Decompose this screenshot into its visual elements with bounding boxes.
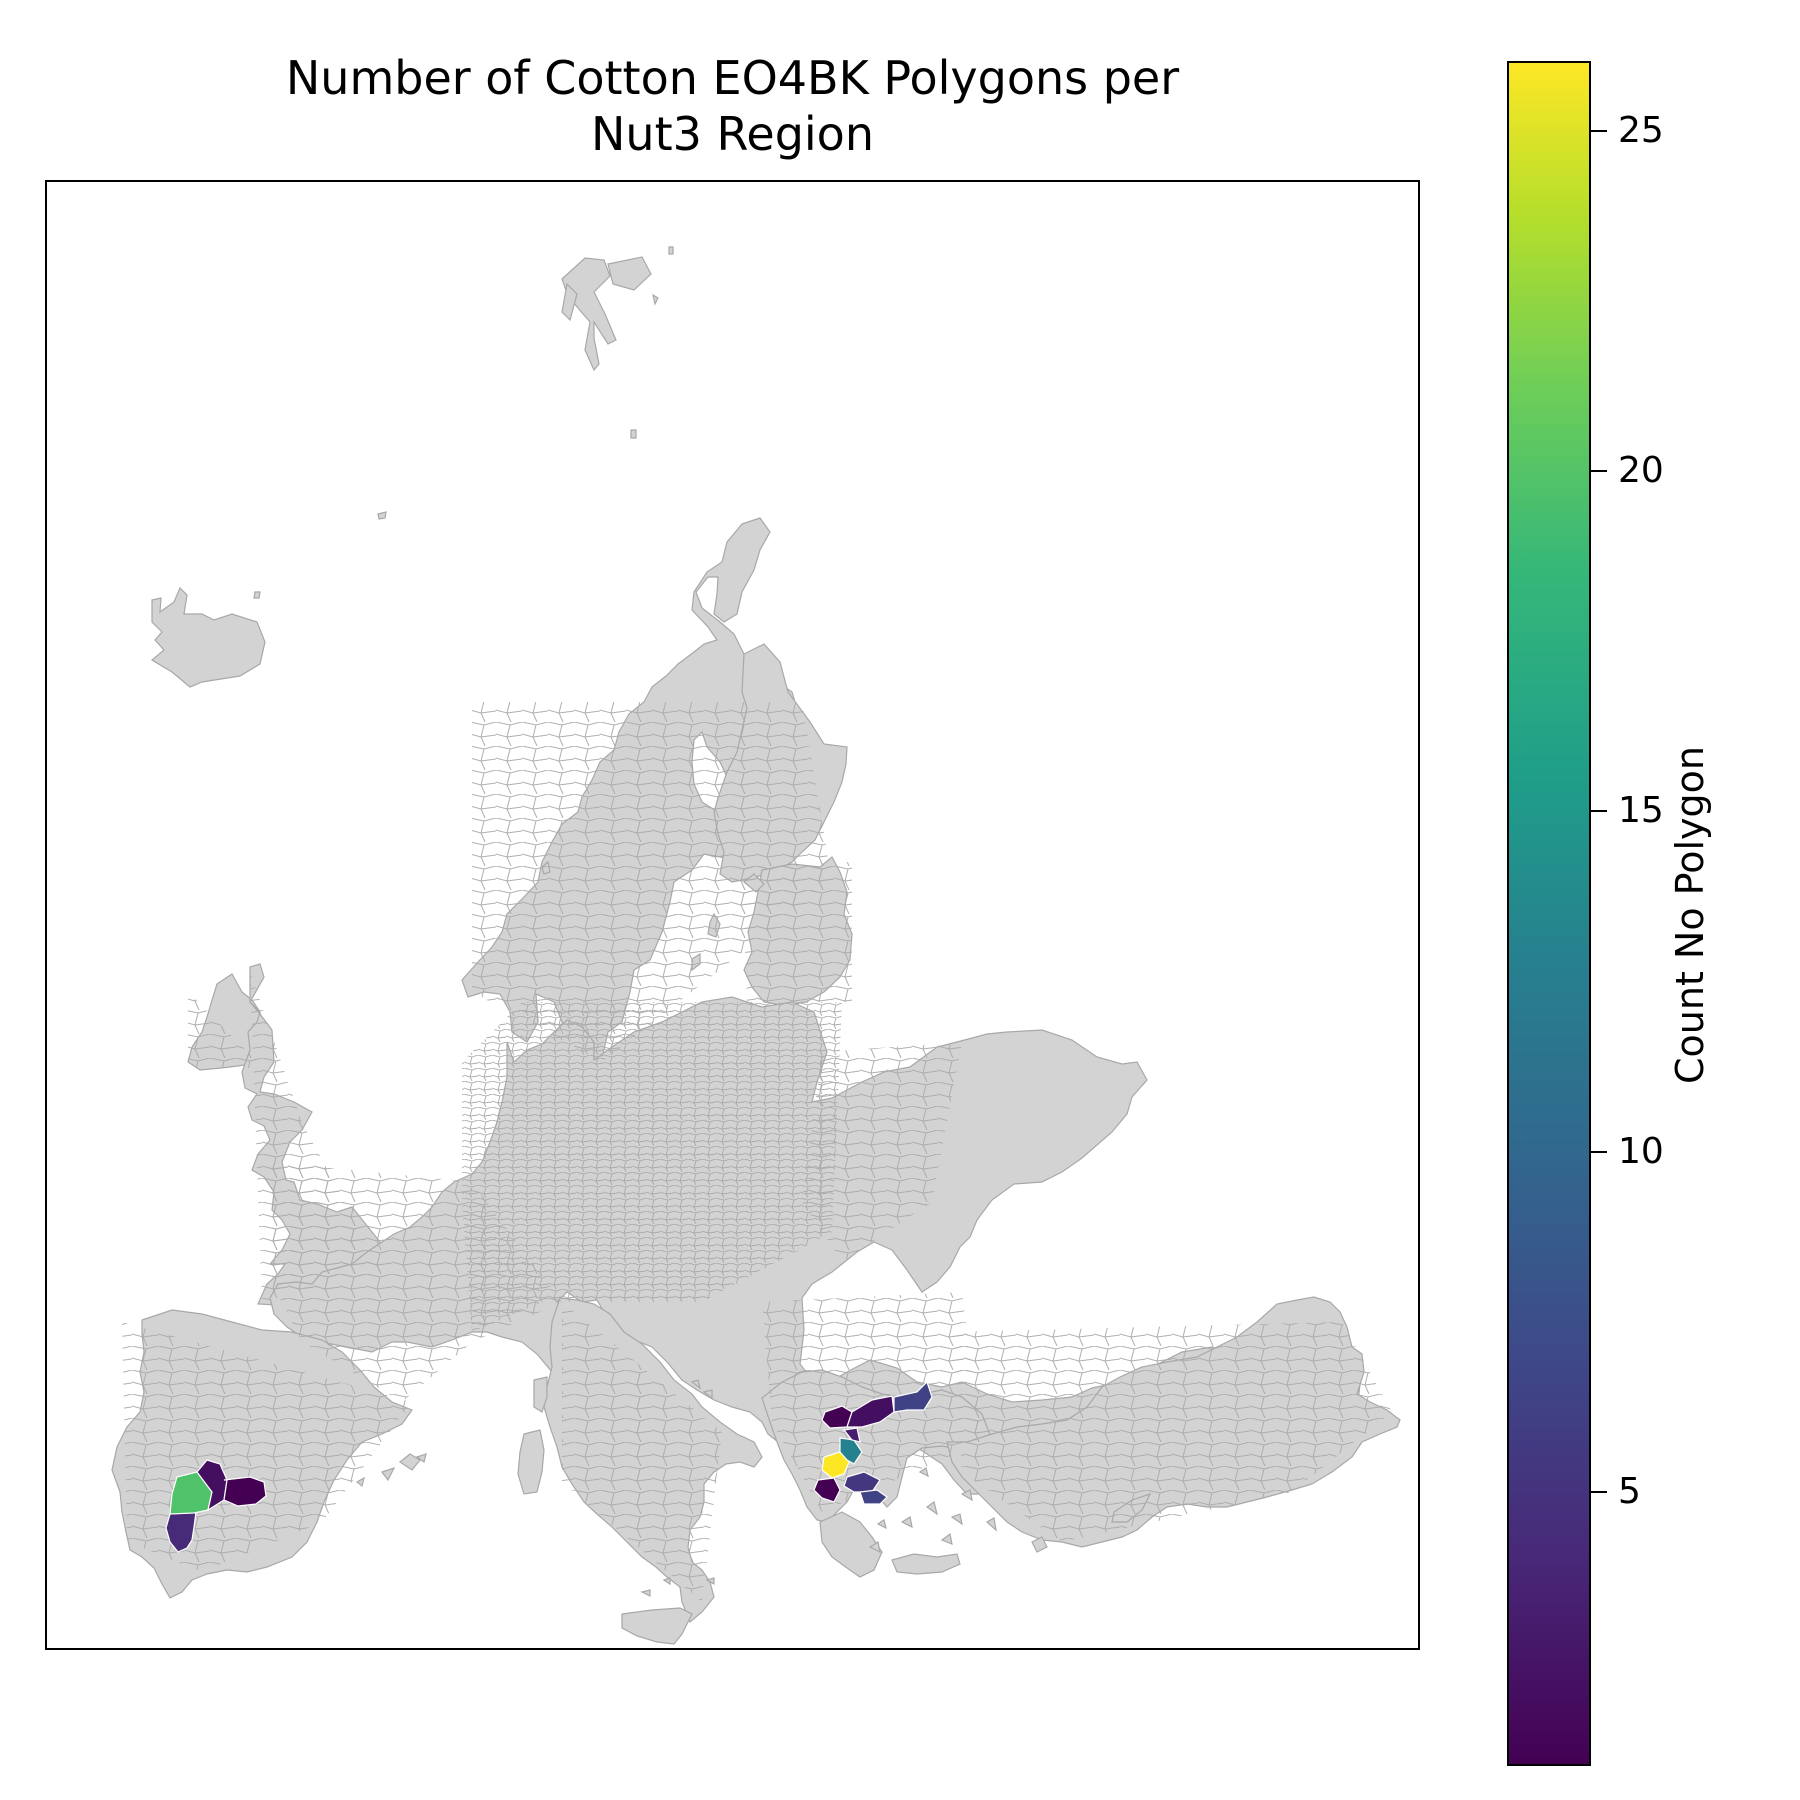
- colorbar-tick-label: 20: [1618, 450, 1664, 492]
- colorbar-tick-label: 15: [1618, 790, 1664, 832]
- colorbar-tick-mark: [1591, 1150, 1607, 1153]
- sicily-landmass: [621, 1607, 693, 1645]
- colorbar-tick-mark: [1591, 810, 1607, 813]
- region-karditsa: [842, 1427, 861, 1443]
- region-aitoloakarnania: [813, 1477, 841, 1503]
- sardinia-landmass: [517, 1429, 545, 1495]
- peloponnese-landmass: [819, 1511, 883, 1578]
- colorbar-tick-mark: [1591, 1490, 1607, 1493]
- region-macedonia-central: [846, 1395, 895, 1428]
- chart-title-line-2: Nut3 Region: [591, 107, 874, 161]
- highlighted-regions: [165, 1380, 933, 1553]
- svalbard-landmass: [377, 246, 674, 520]
- region-huelva: [165, 1511, 197, 1553]
- colorbar: [1507, 61, 1591, 1766]
- chart-title-line-1: Number of Cotton EO4BK Polygons per: [285, 51, 1180, 105]
- map-frame: [45, 180, 1420, 1650]
- region-boundaries: [122, 702, 1392, 1602]
- region-thrace: [893, 1380, 933, 1413]
- region-viotia: [859, 1489, 888, 1505]
- iceland-landmass: [150, 586, 266, 688]
- chart-title: Number of Cotton EO4BK Polygons per Nut3…: [45, 50, 1420, 162]
- corsica-landmass: [533, 1376, 548, 1413]
- colorbar-tick-label: 5: [1618, 1470, 1641, 1512]
- colorbar-label: Count No Polygon: [1668, 746, 1712, 1084]
- colorbar-tick-label: 10: [1618, 1130, 1664, 1172]
- crete-landmass: [891, 1553, 961, 1575]
- colorbar-tick-mark: [1591, 470, 1607, 473]
- colorbar-tick-mark: [1591, 130, 1607, 133]
- region-jaen: [223, 1476, 267, 1507]
- europe-map: [111, 246, 1401, 1645]
- colorbar-tick-label: 25: [1618, 110, 1664, 152]
